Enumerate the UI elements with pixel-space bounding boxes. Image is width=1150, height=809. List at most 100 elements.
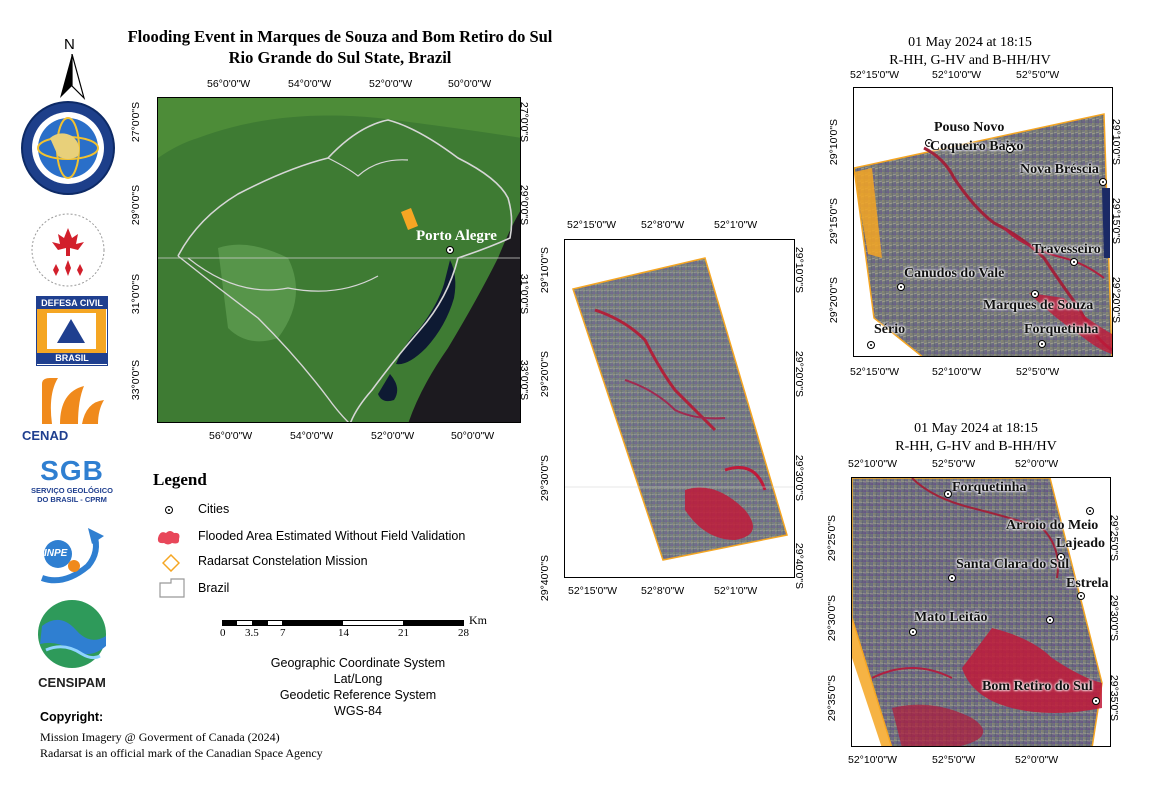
flood-swatch-icon	[157, 531, 180, 545]
mid-right-tick-4: 29°40'0"S	[793, 542, 806, 590]
tr-left-tick-3: 29°20'0"S	[828, 276, 841, 324]
mid-top-tick-3: 52°1'0"W	[714, 219, 758, 231]
scale-label-0: 0	[220, 627, 226, 639]
tr-bottom-tick-2: 52°10'0"W	[932, 366, 982, 378]
br-marker-santa-clara	[948, 574, 956, 582]
tr-right-tick-3: 29°20'0"S	[1110, 276, 1123, 324]
sgb-sub-2: DO BRASIL - CPRM	[37, 495, 107, 504]
mid-top-tick-1: 52°15'0"W	[567, 219, 617, 231]
mid-left-tick-3: 29°30'0"S	[539, 454, 552, 502]
scale-bar: Km 0 3.5 7 14 21 28	[220, 613, 492, 646]
copyright-line-2: Radarsat is an official mark of the Cana…	[40, 746, 323, 760]
br-marker-mato-leitao	[909, 628, 917, 636]
br-bands: R-HH, G-HV and B-HH/HV	[895, 439, 1057, 454]
br-marker-near-estrela	[1046, 616, 1054, 624]
tr-city-pouso-novo: Pouso Novo	[934, 120, 1005, 135]
br-bottom-tick-3: 52°0'0"W	[1015, 754, 1059, 766]
br-marker-estrela	[1077, 592, 1085, 600]
br-top-tick-1: 52°10'0"W	[848, 458, 898, 470]
censipam-logo: CENSIPAM	[30, 596, 114, 700]
tr-right-tick-1: 29°10'0"S	[1110, 118, 1123, 166]
br-top-tick-2: 52°5'0"W	[932, 458, 976, 470]
br-top-tick-3: 52°0'0"W	[1015, 458, 1059, 470]
ov-top-tick-2: 54°0'0"W	[288, 78, 332, 90]
crs-block: Geographic Coordinate System Lat/Long Ge…	[228, 655, 488, 719]
scale-label-3: 14	[338, 627, 349, 639]
tr-right-tick-2: 29°15'0"S	[1110, 197, 1123, 245]
tr-city-travesseiro: Travesseiro	[1032, 242, 1101, 257]
tr-marker-travesseiro	[1070, 258, 1078, 266]
br-city-lajeado: Lajeado	[1056, 536, 1105, 551]
top-right-map-image	[854, 113, 1112, 356]
mid-left-tick-2: 29°20'0"S	[539, 350, 552, 398]
br-city-arroio-do-meio: Arroio do Meio	[1006, 518, 1099, 533]
censipam-text: CENSIPAM	[38, 675, 106, 690]
tr-marker-marques-de-souza	[1031, 290, 1039, 298]
inpe-text: INPE	[44, 548, 68, 559]
mid-right-tick-3: 29°30'0"S	[793, 454, 806, 502]
tr-city-serio: Sério	[874, 322, 906, 337]
br-marker-lajeado	[1057, 553, 1065, 561]
legend-label-radarsat: Radarsat Constelation Mission	[198, 554, 368, 568]
cenad-logo: CENAD	[22, 374, 122, 446]
br-marker-bom-retiro	[1092, 697, 1100, 705]
middle-map-image	[565, 257, 794, 561]
mid-bottom-tick-2: 52°8'0"W	[641, 585, 685, 597]
inpe-arrow-icon	[40, 528, 104, 584]
tr-bottom-tick-1: 52°15'0"W	[850, 366, 900, 378]
tr-marker-canudos-do-vale	[897, 283, 905, 291]
top-right-map[interactable]: Pouso Novo Coqueiro Baixo Nova Bréscia T…	[853, 87, 1113, 357]
bottom-right-map[interactable]: Forquetinha Arroio do Meio Lajeado Santa…	[851, 477, 1111, 747]
br-bottom-tick-1: 52°10'0"W	[848, 754, 898, 766]
ov-bottom-tick-1: 56°0'0"W	[209, 430, 253, 442]
censipam-circle-icon	[38, 600, 106, 668]
csa-logo	[26, 210, 110, 290]
legend-label-brazil: Brazil	[198, 581, 230, 595]
br-marker-arroio-do-meio	[1086, 507, 1094, 515]
tr-city-marques-de-souza: Marques de Souza	[983, 298, 1094, 313]
tr-left-tick-1: 29°10'0"S	[828, 118, 841, 166]
mid-bottom-tick-3: 52°1'0"W	[714, 585, 758, 597]
ov-left-tick-3: 31°0'0"S	[130, 273, 143, 315]
bottom-right-map-image	[852, 478, 1103, 746]
overview-map[interactable]: Porto Alegre	[157, 97, 521, 423]
tr-marker-coqueiro-baixo	[1006, 145, 1014, 153]
br-right-tick-3: 29°35'0"S	[1108, 674, 1121, 722]
middle-map[interactable]	[564, 239, 795, 578]
tr-bands: R-HH, G-HV and B-HH/HV	[889, 53, 1051, 68]
cenad-text: CENAD	[22, 428, 69, 443]
crs-line-3: Geodetic Reference System	[279, 688, 437, 702]
copyright-heading: Copyright:	[40, 710, 104, 724]
br-right-tick-1: 29°25'0"S	[1108, 514, 1121, 562]
scale-label-5: 28	[458, 627, 469, 639]
legend-label-cities: Cities	[198, 502, 230, 516]
scale-unit: Km	[469, 613, 487, 627]
sgb-text: SGB	[40, 455, 104, 486]
br-city-santa-clara: Santa Clara do Sul	[956, 557, 1070, 572]
charter-globe-icon	[21, 101, 115, 195]
overview-map-image	[158, 98, 520, 422]
maple-leaf-icon	[31, 213, 105, 287]
legend-item-flood: Flooded Area Estimated Without Field Val…	[156, 528, 465, 551]
crs-line-1: Geographic Coordinate System	[270, 656, 446, 670]
tr-marker-serio	[867, 341, 875, 349]
scale-label-4: 21	[398, 627, 409, 639]
defesa-triangle-icon	[37, 309, 106, 353]
porto-alegre-label: Porto Alegre	[416, 228, 497, 244]
tr-top-tick-3: 52°5'0"W	[1016, 69, 1060, 81]
mid-right-tick-2: 29°20'0"S	[793, 350, 806, 398]
ov-right-tick-4: 33°0'0"S	[518, 359, 531, 401]
ov-left-tick-4: 33°0'0"S	[130, 359, 143, 401]
mid-left-tick-1: 29°10'0"S	[539, 246, 552, 294]
ov-top-tick-4: 50°0'0"W	[448, 78, 492, 90]
radarsat-swatch-icon	[161, 553, 181, 573]
title-line-2: Rio Grande do Sul State, Brazil	[228, 48, 452, 67]
defesa-civil-top-text: DEFESA CIVIL	[37, 297, 107, 309]
crs-line-2: Lat/Long	[333, 672, 383, 686]
mid-bottom-tick-1: 52°15'0"W	[568, 585, 618, 597]
br-bottom-tick-2: 52°5'0"W	[932, 754, 976, 766]
charter-logo	[20, 100, 116, 196]
br-city-estrela: Estrela	[1066, 576, 1109, 591]
legend-label-flood: Flooded Area Estimated Without Field Val…	[198, 529, 466, 543]
ov-bottom-tick-2: 54°0'0"W	[290, 430, 334, 442]
